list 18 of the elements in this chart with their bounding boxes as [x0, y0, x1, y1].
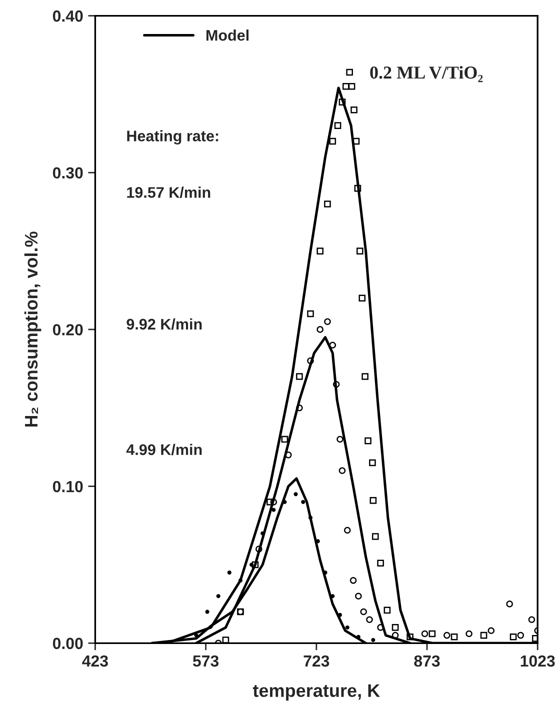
x-tick-label: 873	[414, 655, 440, 667]
y-axis-title: H₂ consumption, vol.%	[24, 232, 42, 427]
annotation: 9.92 K/min	[126, 318, 202, 330]
x-tick-label: 723	[304, 655, 330, 667]
y-tick-label: 0.00	[52, 638, 83, 650]
annotation: 4.99 K/min	[126, 444, 202, 456]
y-tick-label: 0.30	[52, 167, 83, 179]
x-tick-label: 423	[82, 655, 108, 667]
y-tick-label: 0.40	[52, 10, 83, 22]
x-tick-label: 573	[192, 655, 219, 667]
x-axis-title: temperature, K	[252, 684, 380, 701]
y-tick-label: 0.20	[52, 324, 83, 336]
annotation: 0.2 ML V/TiO₂	[370, 66, 483, 82]
legend-label: Model	[206, 30, 249, 41]
annotation: 19.57 K/min	[127, 186, 210, 198]
y-tick-label: 0.10	[52, 480, 83, 492]
annotation: Heating rate:	[127, 130, 218, 144]
x-tick-label: 1023	[520, 655, 555, 667]
